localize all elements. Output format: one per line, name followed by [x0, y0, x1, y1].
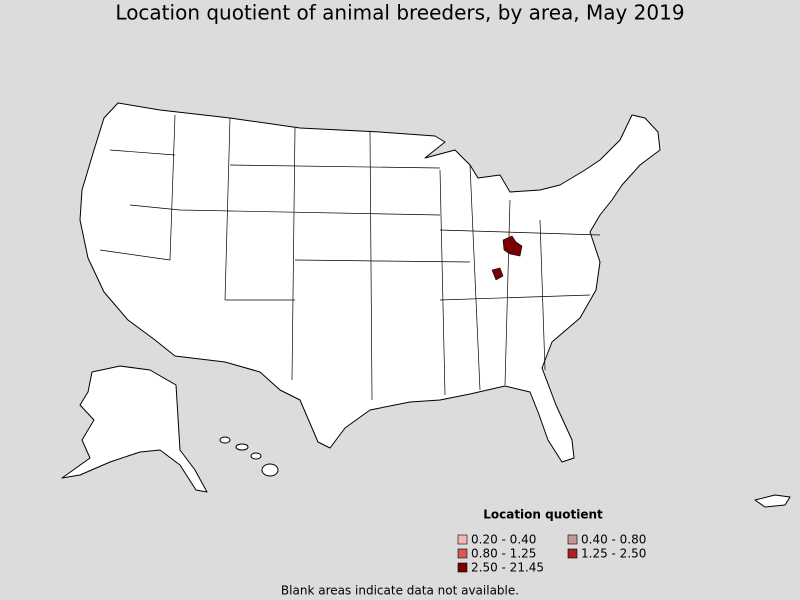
highlight-area — [491, 267, 504, 281]
puerto-rico — [754, 494, 791, 508]
contiguous-us — [79, 102, 661, 463]
alaska — [61, 365, 208, 493]
legend-label: 0.20 - 0.40 — [471, 533, 536, 547]
map — [61, 102, 791, 508]
map-title: Location quotient of animal breeders, by… — [115, 1, 684, 25]
footnote: Blank areas indicate data not available. — [281, 584, 519, 598]
legend-swatch — [567, 534, 578, 545]
legend-label: 0.40 - 0.80 — [581, 533, 646, 547]
legend-swatch — [567, 548, 578, 559]
legend-label: 2.50 - 21.45 — [471, 561, 544, 575]
legend-swatch — [457, 534, 468, 545]
highlight-area — [502, 235, 523, 257]
legend: 0.20 - 0.40 0.40 - 0.80 0.80 - 1.25 1.25 - … — [457, 533, 646, 575]
area-borders — [99, 114, 601, 401]
hawaii — [219, 436, 279, 477]
legend-title: Location quotient — [483, 508, 603, 522]
legend-swatch — [457, 548, 468, 559]
legend-swatch — [457, 562, 468, 573]
legend-label: 0.80 - 1.25 — [471, 547, 536, 561]
legend-label: 1.25 - 2.50 — [581, 547, 646, 561]
